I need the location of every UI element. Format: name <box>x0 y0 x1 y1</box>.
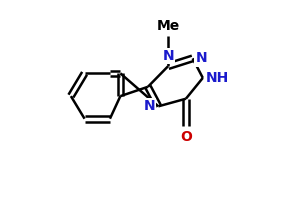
Text: N: N <box>196 51 207 65</box>
Text: NH: NH <box>206 71 229 85</box>
Text: N: N <box>143 99 155 113</box>
Text: Me: Me <box>156 19 180 33</box>
Text: N: N <box>162 49 174 63</box>
Text: O: O <box>180 130 192 144</box>
